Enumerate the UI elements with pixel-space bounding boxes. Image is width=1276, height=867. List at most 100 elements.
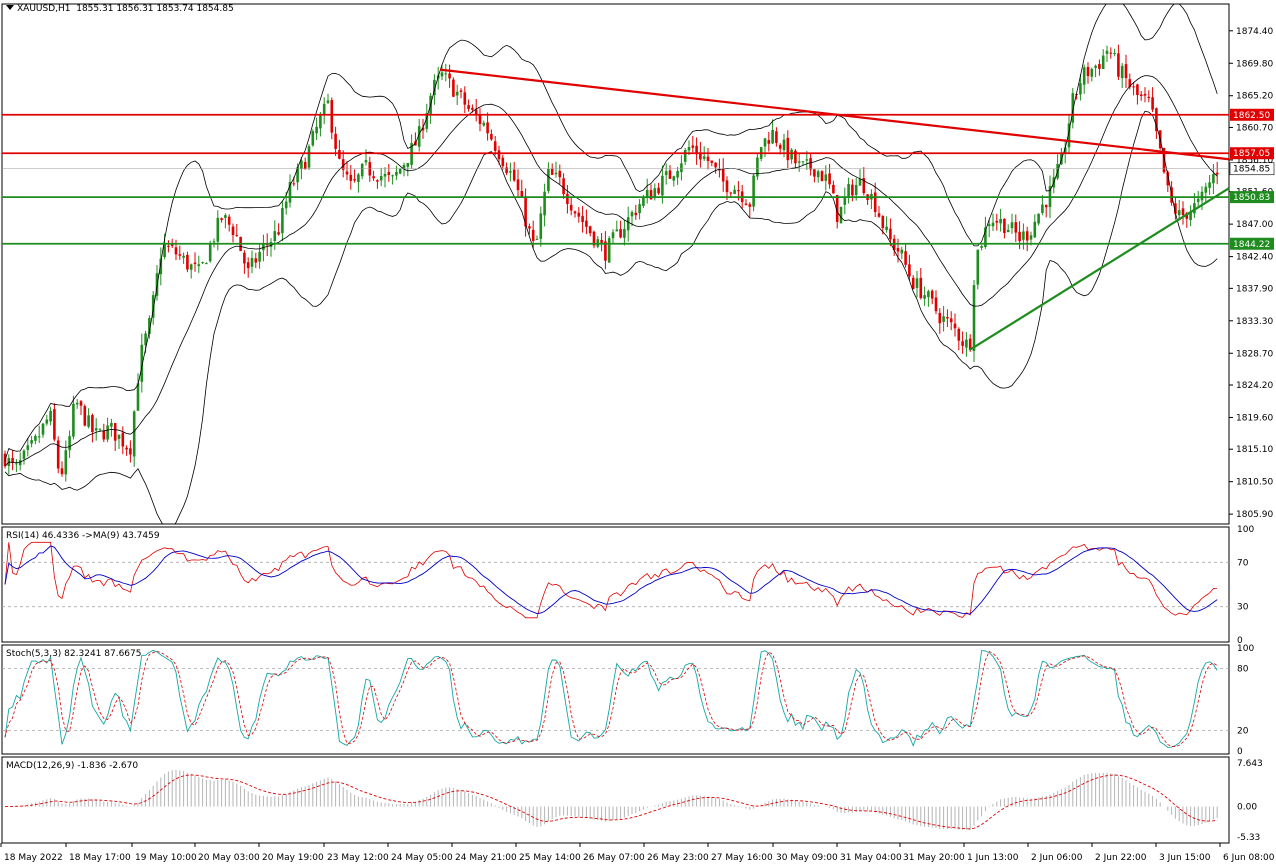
candle-body bbox=[231, 226, 235, 236]
candle-body bbox=[835, 195, 839, 222]
candle-body bbox=[91, 415, 94, 433]
candle-body bbox=[250, 257, 254, 267]
time-tick-label: 2 Jun 22:00 bbox=[1095, 853, 1147, 863]
price-tick-label: 1869.80 bbox=[1236, 59, 1273, 69]
candle-body bbox=[1113, 53, 1116, 55]
macd-panel-frame bbox=[1, 756, 1230, 844]
candle-body bbox=[767, 140, 771, 144]
candle-body bbox=[1193, 203, 1196, 214]
candle-body bbox=[710, 160, 714, 163]
resistance-price-label: 1862.50 bbox=[1233, 111, 1270, 121]
candle-body bbox=[334, 133, 337, 149]
dropdown-icon[interactable] bbox=[6, 5, 14, 10]
candle-body bbox=[1063, 147, 1067, 154]
price-tick-label: 1842.40 bbox=[1236, 253, 1273, 263]
candle-body bbox=[509, 171, 512, 173]
candle-body bbox=[1208, 182, 1211, 188]
candle-body bbox=[915, 278, 919, 288]
candle-body bbox=[828, 173, 831, 185]
candle-body bbox=[83, 406, 87, 426]
price-tick-label: 1815.10 bbox=[1236, 445, 1273, 455]
candle-body bbox=[634, 212, 638, 216]
candle-body bbox=[965, 339, 968, 348]
candle-body bbox=[372, 176, 375, 179]
candle-body bbox=[505, 167, 508, 173]
candle-body bbox=[638, 204, 641, 214]
chart-header: XAUUSD,H1 1855.31 1856.31 1853.74 1854.8… bbox=[6, 4, 234, 14]
time-tick-label: 3 Jun 15:00 bbox=[1159, 853, 1211, 863]
candle-body bbox=[797, 161, 801, 163]
candle-body bbox=[794, 150, 797, 164]
candle-body bbox=[805, 159, 809, 161]
time-tick-label: 20 May 03:00 bbox=[198, 853, 260, 863]
time-tick-label: 20 May 19:00 bbox=[262, 853, 324, 863]
support-price-tag bbox=[1230, 237, 1274, 250]
candle-body bbox=[1185, 213, 1189, 219]
candle-body bbox=[398, 168, 402, 174]
candle-body bbox=[338, 150, 341, 159]
candle-body bbox=[129, 448, 132, 455]
time-tick-label: 19 May 10:00 bbox=[135, 853, 197, 863]
candle-body bbox=[691, 145, 695, 148]
candle-body bbox=[600, 239, 603, 243]
candle-body bbox=[1003, 218, 1006, 234]
candle-body bbox=[387, 172, 391, 175]
macd-tick-label: -5.33 bbox=[1237, 833, 1260, 843]
candle-body bbox=[676, 171, 679, 178]
candle-body bbox=[56, 440, 60, 469]
candle-body bbox=[273, 231, 277, 242]
candle-body bbox=[433, 79, 436, 96]
candle-body bbox=[1079, 83, 1082, 95]
candle-body bbox=[1101, 55, 1105, 70]
resistance-price-tag bbox=[1230, 108, 1274, 121]
candle-body bbox=[702, 156, 706, 159]
candle-body bbox=[744, 203, 748, 205]
candle-body bbox=[923, 295, 926, 299]
candle-body bbox=[577, 212, 581, 217]
candle-body bbox=[1105, 50, 1109, 54]
resistance-price-tag bbox=[1230, 147, 1274, 160]
price-tick-label: 1833.30 bbox=[1236, 317, 1273, 327]
candle-body bbox=[664, 171, 668, 176]
stoch-tick-label: 20 bbox=[1237, 726, 1249, 736]
candle-body bbox=[1177, 210, 1181, 216]
candle-body bbox=[991, 222, 995, 227]
candle-body bbox=[330, 99, 334, 133]
candle-body bbox=[132, 411, 136, 457]
candle-body bbox=[193, 262, 197, 265]
candle-body bbox=[942, 316, 945, 322]
candle-body bbox=[877, 213, 881, 217]
candle-body bbox=[558, 170, 562, 178]
candle-body bbox=[816, 171, 820, 178]
candle-body bbox=[588, 226, 592, 234]
candle-body bbox=[224, 215, 227, 218]
candle-body bbox=[889, 228, 892, 240]
candle-body bbox=[858, 178, 862, 186]
stoch-tick-label: 100 bbox=[1237, 644, 1254, 654]
candle-body bbox=[246, 262, 250, 269]
candle-body bbox=[1128, 79, 1132, 88]
stoch-k-line bbox=[4, 649, 1218, 748]
candle-body bbox=[980, 246, 983, 248]
candle-body bbox=[22, 450, 26, 459]
candles-group bbox=[3, 44, 1219, 482]
candle-body bbox=[1037, 213, 1040, 224]
candle-body bbox=[995, 220, 999, 223]
candle-body bbox=[809, 158, 812, 170]
candle-body bbox=[672, 176, 676, 181]
candle-body bbox=[801, 161, 805, 163]
candle-body bbox=[357, 174, 360, 182]
candle-body bbox=[968, 338, 972, 350]
candle-body bbox=[668, 170, 672, 179]
candle-body bbox=[45, 419, 49, 424]
candle-body bbox=[307, 146, 311, 168]
candle-body bbox=[1124, 64, 1128, 79]
candle-body bbox=[102, 430, 106, 440]
candle-body bbox=[106, 425, 109, 440]
candle-body bbox=[1155, 108, 1158, 132]
candle-body bbox=[657, 187, 660, 194]
candle-body bbox=[345, 171, 349, 175]
candle-body bbox=[277, 232, 280, 235]
macd-tick-label: 7.643 bbox=[1237, 759, 1263, 769]
